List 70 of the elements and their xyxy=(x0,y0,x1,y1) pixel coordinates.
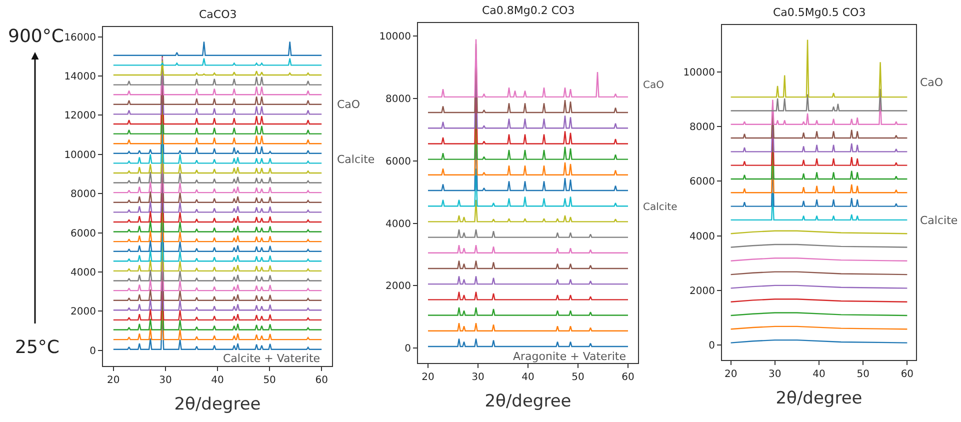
line-series xyxy=(427,244,629,254)
line-series xyxy=(427,276,629,285)
y-tick-label: 10000 xyxy=(64,150,96,161)
x-tick-label: 20 xyxy=(107,375,120,386)
x-tick-label: 40 xyxy=(211,375,224,386)
x-tick-label: 50 xyxy=(263,375,276,386)
x-tick-label: 40 xyxy=(522,372,534,383)
x-tick-label: 50 xyxy=(856,369,870,380)
line-series xyxy=(427,228,629,238)
line-series xyxy=(427,199,629,222)
chart-title: Ca0.5Mg0.5 CO3 xyxy=(773,6,866,19)
y-tick-label: 2000 xyxy=(70,306,96,318)
annotation: Aragonite + Vaterite xyxy=(513,350,626,363)
line-series xyxy=(730,39,908,98)
line-series xyxy=(427,260,629,270)
y-tick-label: 4000 xyxy=(690,231,715,242)
x-tick-label: 20 xyxy=(724,369,738,380)
y-tick-label: 8000 xyxy=(690,122,715,134)
line-series xyxy=(427,168,629,207)
y-tick-label: 0 xyxy=(404,344,411,355)
text: 25°C xyxy=(15,337,60,358)
text: Calcite xyxy=(337,153,375,166)
line-series xyxy=(427,38,629,98)
y-tick-label: 10000 xyxy=(379,32,411,43)
x-axis-title: 2θ/degree xyxy=(174,394,261,414)
chart-title: CaCO3 xyxy=(199,8,237,21)
line-series xyxy=(112,58,322,86)
x-tick-label: 50 xyxy=(572,372,584,383)
line-series xyxy=(112,60,322,76)
line-series xyxy=(730,88,908,112)
line-series xyxy=(427,322,629,332)
x-axis-title: 2θ/degree xyxy=(776,388,862,408)
y-tick-label: 14000 xyxy=(64,71,96,82)
y-tick-label: 8000 xyxy=(386,94,411,105)
y-tick-label: 12000 xyxy=(64,110,96,122)
y-tick-label: 8000 xyxy=(70,189,96,200)
x-axis-title: 2θ/degree xyxy=(484,391,572,412)
x-tick-label: 60 xyxy=(900,369,914,380)
x-tick-label: 60 xyxy=(315,375,328,386)
text: Calcite xyxy=(920,214,958,227)
y-tick-label: 4000 xyxy=(386,218,411,230)
x-tick-label: 40 xyxy=(812,369,826,380)
y-tick-label: 2000 xyxy=(690,286,715,297)
text: 900°C xyxy=(8,26,64,47)
chart-title: Ca0.8Mg0.2 CO3 xyxy=(482,4,575,17)
line-series xyxy=(112,54,322,105)
y-tick-label: 6000 xyxy=(690,176,715,188)
x-tick-label: 30 xyxy=(472,372,484,383)
x-tick-label: 20 xyxy=(422,372,434,383)
y-tick-label: 16000 xyxy=(64,32,96,44)
x-tick-label: 30 xyxy=(159,375,172,386)
text: Calcite xyxy=(643,202,678,213)
y-tick-label: 0 xyxy=(90,346,96,357)
y-tick-label: 4000 xyxy=(70,267,96,278)
text: CaO xyxy=(920,76,944,89)
x-tick-label: 60 xyxy=(622,372,634,383)
line-series xyxy=(112,56,322,96)
text: CaO xyxy=(643,80,664,91)
y-tick-label: 6000 xyxy=(386,156,411,168)
line-series xyxy=(427,338,629,348)
y-tick-label: 2000 xyxy=(386,281,411,292)
annotation: Calcite + Vaterite xyxy=(223,352,320,365)
text: CaO xyxy=(337,98,360,111)
x-tick-label: 30 xyxy=(768,369,782,380)
line-series xyxy=(427,306,629,316)
y-tick-label: 6000 xyxy=(70,228,96,240)
y-tick-label: 0 xyxy=(708,340,715,352)
line-series xyxy=(730,192,908,221)
y-tick-label: 10000 xyxy=(683,67,715,78)
line-series xyxy=(427,291,629,300)
